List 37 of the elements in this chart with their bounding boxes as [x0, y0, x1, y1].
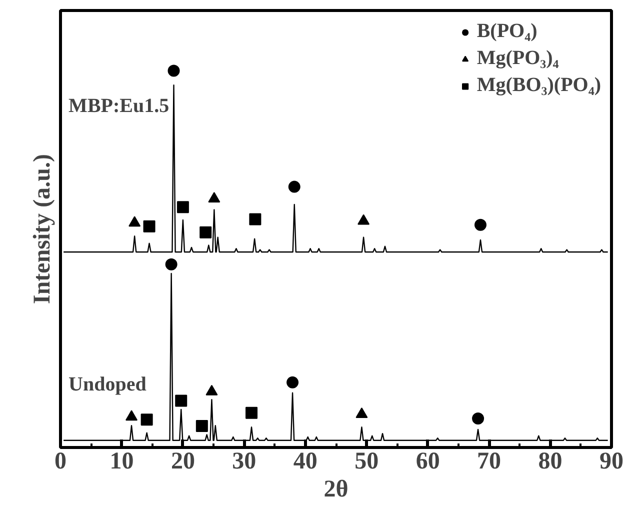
point	[168, 64, 180, 77]
point	[249, 213, 262, 226]
point	[358, 214, 370, 225]
x-tick-label: 30	[232, 448, 256, 474]
series-label: Undoped	[68, 373, 146, 396]
point	[286, 376, 299, 388]
x-tick-label: 50	[354, 448, 379, 474]
x-tick-label: 60	[416, 448, 440, 474]
point	[246, 406, 258, 419]
point	[196, 420, 208, 432]
point	[165, 258, 178, 270]
point	[288, 180, 300, 193]
x-axis-title: 2θ	[324, 476, 348, 502]
legend-label: B(PO₄)	[476, 20, 538, 43]
x-tick-label: 80	[538, 448, 562, 474]
point	[208, 192, 220, 203]
series-label: MBP:Eu1.5	[68, 94, 170, 117]
point	[175, 394, 188, 407]
x-tick-label: 10	[110, 448, 134, 474]
point	[474, 218, 486, 231]
x-tick-label: 90	[600, 448, 624, 474]
y-axis-title: Intensity (a.u.)	[30, 154, 56, 304]
x-tick-label: 40	[293, 448, 318, 474]
x-tick-label: 0	[54, 448, 66, 474]
point	[126, 410, 138, 421]
point	[200, 226, 212, 238]
legend-label: Mg(PO₃)₄	[476, 47, 559, 70]
point	[140, 414, 153, 426]
x-tick-label: 20	[170, 448, 195, 474]
point	[176, 201, 189, 214]
x-tick-label: 70	[477, 448, 502, 474]
legend-label: Mg(BO₃)(PO₄)	[476, 74, 601, 97]
point	[356, 407, 368, 418]
point	[143, 220, 156, 232]
point	[472, 412, 484, 424]
point	[128, 216, 141, 227]
point	[206, 384, 218, 396]
